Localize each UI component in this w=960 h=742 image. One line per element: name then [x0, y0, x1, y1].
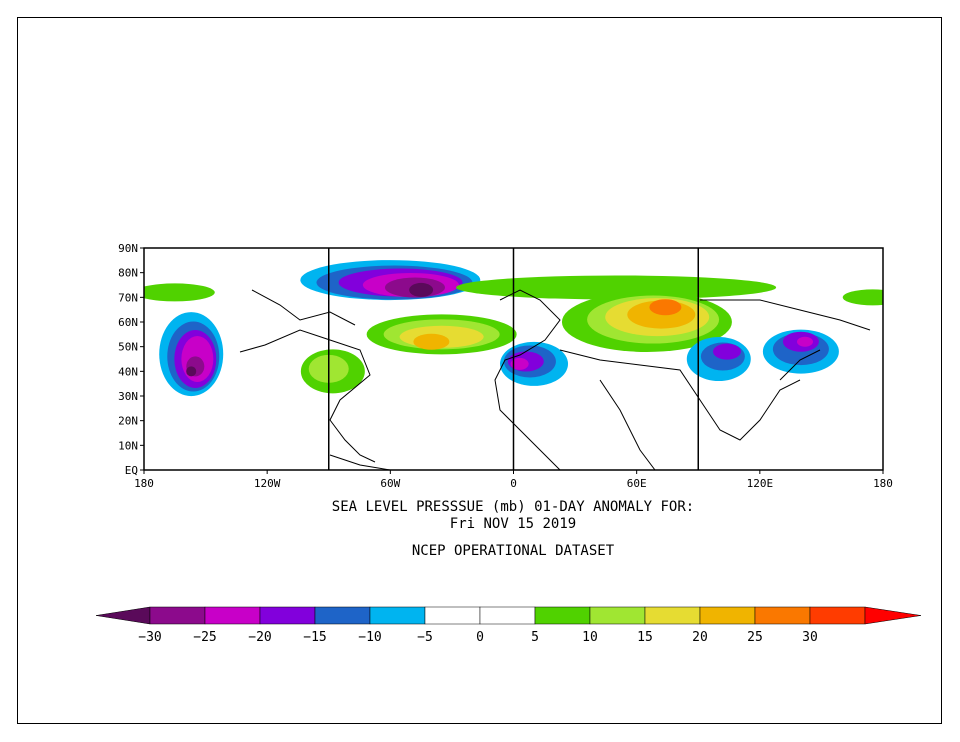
lat-label: 40N [118, 365, 138, 378]
anomaly-contour [413, 333, 450, 350]
lat-label: 90N [118, 242, 138, 255]
anomaly-contour [796, 336, 813, 347]
lon-label: 120W [254, 477, 281, 490]
colorbar-left-arrow [95, 606, 151, 625]
lat-label: EQ [125, 464, 138, 477]
colorbar-label: −30 [138, 630, 161, 645]
anomaly-contour [712, 343, 741, 360]
dataset-label: NCEP OPERATIONAL DATASET [411, 543, 615, 559]
anomaly-contour [510, 357, 529, 370]
longitude-labels: 180 120W 60W 0 60E 120E 180 [134, 470, 893, 490]
colorbar-label: 10 [582, 630, 598, 645]
lon-label: 180 [134, 477, 154, 490]
coastline [599, 379, 656, 470]
colorbar-label: 0 [476, 630, 484, 645]
coastline [700, 299, 871, 331]
colorbar-segment [314, 606, 371, 625]
colorbar-segment [369, 606, 426, 625]
coastlines [239, 289, 871, 470]
lat-label: 10N [118, 439, 138, 452]
anomaly-contour [649, 299, 682, 316]
lon-label: 60E [627, 477, 647, 490]
colorbar-label: −10 [358, 630, 381, 645]
colorbar-label: −25 [193, 630, 216, 645]
colorbar-segment [534, 606, 591, 625]
colorbar-label: −20 [248, 630, 271, 645]
colorbar-label: 30 [802, 630, 818, 645]
colorbar-segment [149, 606, 206, 625]
map-title: SEA LEVEL PRESSSUE (mb) 01-DAY ANOMALY F… [331, 499, 695, 515]
lat-label: 60N [118, 316, 138, 329]
lon-label: 180 [873, 477, 893, 490]
coastline [239, 329, 376, 463]
latitude-labels: 90N 80N 70N 60N 50N 40N 30N 20N 10N EQ [118, 242, 144, 477]
colorbar [95, 606, 922, 625]
colorbar-label: 25 [747, 630, 763, 645]
colorbar-segment [479, 606, 536, 625]
map-date: Fri NOV 15 2019 [449, 516, 577, 532]
colorbar-segment [424, 606, 481, 625]
plot-frame [17, 17, 942, 724]
lat-label: 80N [118, 267, 138, 280]
lon-label: 120E [747, 477, 774, 490]
meridian-lines [328, 248, 699, 470]
lat-label: 70N [118, 291, 138, 304]
colorbar-segment [589, 606, 646, 625]
colorbar-segment [809, 606, 866, 625]
lat-label: 50N [118, 341, 138, 354]
colorbar-label: −5 [417, 630, 433, 645]
anomaly-field [144, 260, 883, 397]
anomaly-contour [456, 275, 777, 300]
colorbar-labels: −30 −25 −20 −15 −10 −5 0 5 10 15 20 25 30 [138, 630, 818, 645]
lon-label: 0 [510, 477, 517, 490]
colorbar-label: 20 [692, 630, 708, 645]
colorbar-segment [754, 606, 811, 625]
colorbar-label: 5 [531, 630, 539, 645]
colorbar-segment [204, 606, 261, 625]
lat-label: 30N [118, 390, 138, 403]
colorbar-segment [699, 606, 756, 625]
colorbar-right-arrow [864, 606, 922, 625]
colorbar-segment [259, 606, 316, 625]
colorbar-label: −15 [303, 630, 326, 645]
colorbar-label: 15 [637, 630, 653, 645]
anomaly-contour [409, 282, 434, 297]
coastline [329, 454, 391, 470]
anomaly-contour [842, 289, 883, 306]
lat-label: 20N [118, 415, 138, 428]
colorbar-segment [644, 606, 701, 625]
coastline [779, 349, 821, 381]
coastline [494, 289, 561, 470]
coastline [559, 349, 801, 441]
coastline [251, 289, 356, 326]
anomaly-contour [144, 283, 215, 302]
lon-label: 60W [380, 477, 400, 490]
anomaly-contour [186, 366, 197, 377]
